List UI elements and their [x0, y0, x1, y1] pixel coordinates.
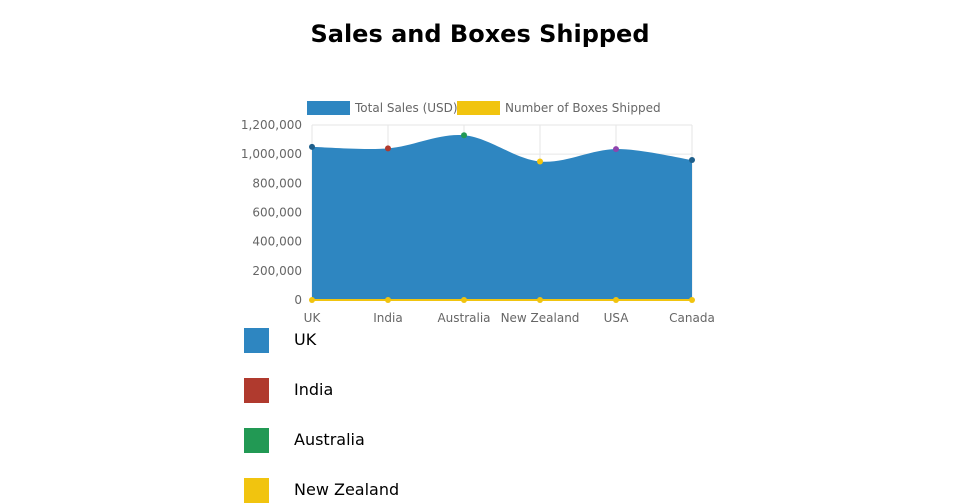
x-tick-label-india: India	[373, 311, 402, 325]
data-point-sales-new-zealand	[537, 158, 543, 165]
legend-swatch-number-of-boxes-shipped	[457, 101, 500, 115]
country-legend-label-india: India	[294, 380, 334, 399]
country-legend-item-india: India	[244, 378, 544, 404]
x-tick-label-australia: Australia	[437, 311, 490, 325]
data-point-sales-australia	[461, 132, 467, 139]
country-legend-swatch-australia	[244, 428, 269, 453]
y-tick-label-4: 800,000	[252, 176, 302, 190]
y-tick-label-5: 1,000,000	[241, 147, 302, 161]
data-point-boxes-uk	[309, 297, 315, 303]
country-legend-swatch-india	[244, 378, 269, 403]
x-tick-label-new-zealand: New Zealand	[501, 311, 580, 325]
y-tick-label-6: 1,200,000	[241, 118, 302, 132]
country-legend-item-new-zealand: New Zealand	[244, 478, 544, 504]
country-legend-swatch-uk	[244, 328, 269, 353]
country-legend-label-new-zealand: New Zealand	[294, 480, 400, 499]
y-tick-label-3: 600,000	[252, 206, 302, 220]
country-legend-label-uk: UK	[294, 330, 317, 349]
data-point-sales-canada	[689, 157, 695, 163]
country-legend-item-australia: Australia	[244, 428, 544, 454]
x-tick-label-canada: Canada	[669, 311, 715, 325]
data-point-sales-uk	[309, 143, 315, 150]
data-point-boxes-india	[385, 297, 391, 303]
y-tick-label-0: 0	[294, 293, 302, 307]
legend-swatch-total-sales-usd	[307, 101, 350, 115]
legend-label-number-of-boxes-shipped: Number of Boxes Shipped	[505, 101, 661, 115]
data-point-boxes-australia	[461, 297, 467, 303]
data-point-boxes-canada	[689, 297, 695, 303]
y-tick-label-2: 400,000	[252, 235, 302, 249]
country-legend-swatch-new-zealand	[244, 478, 269, 503]
area-chart: 0 200,000 400,000 600,000 800,000 1,000,000 1,…	[241, 101, 715, 325]
data-point-boxes-usa	[613, 297, 619, 303]
chart-title: Sales and Boxes Shipped	[310, 20, 650, 48]
y-tick-label-1: 200,000	[252, 264, 302, 278]
series-area-total-sales	[312, 134, 692, 300]
x-tick-label-uk: UK	[304, 311, 322, 325]
country-legend-label-australia: Australia	[294, 430, 365, 449]
country-legend-item-uk: UK	[244, 328, 544, 354]
legend-label-total-sales-usd: Total Sales (USD)	[354, 101, 458, 115]
data-point-sales-india	[385, 145, 391, 152]
data-point-sales-usa	[613, 146, 619, 153]
data-point-boxes-new-zealand	[537, 297, 543, 303]
x-tick-label-usa: USA	[604, 311, 630, 325]
